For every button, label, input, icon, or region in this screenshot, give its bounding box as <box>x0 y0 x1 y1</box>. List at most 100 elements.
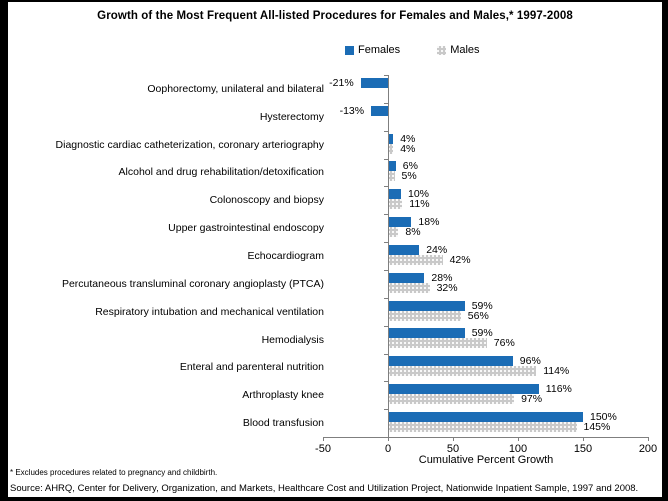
males-swatch-icon <box>437 45 447 55</box>
female-bar <box>388 300 465 311</box>
value-label: 59% <box>471 327 493 340</box>
category-label: Hemodialysis <box>261 333 324 346</box>
y-axis-tick <box>384 130 388 132</box>
category-label: Diagnostic cardiac catheterization, coro… <box>55 138 324 151</box>
y-axis-tick <box>384 102 388 104</box>
female-bar <box>388 272 425 283</box>
male-bar <box>388 171 395 182</box>
category-label: Upper gastrointestinal endoscopy <box>168 222 324 235</box>
male-bar <box>388 422 577 432</box>
x-axis-tick-label: 150 <box>573 443 593 456</box>
category-label: Respiratory intubation and mechanical ve… <box>95 305 324 318</box>
value-label: 18% <box>418 216 440 229</box>
value-label: 6% <box>402 160 418 173</box>
legend-item-males: Males <box>437 44 480 56</box>
category-label: Arthroplasty knee <box>242 389 324 402</box>
female-bar <box>388 161 396 172</box>
value-label: 24% <box>426 243 448 256</box>
chart-frame: Growth of the Most Frequent All-listed P… <box>8 2 662 497</box>
female-bar <box>388 356 513 367</box>
female-bar <box>388 384 539 395</box>
value-label: 145% <box>583 421 611 433</box>
male-bar <box>388 227 399 238</box>
x-axis-line <box>323 437 649 439</box>
value-label: 76% <box>493 337 515 350</box>
value-label: -21% <box>329 76 354 89</box>
y-axis-tick <box>384 325 388 327</box>
x-axis-tick <box>453 437 454 442</box>
x-axis-tick-label: 50 <box>446 443 460 456</box>
male-bar <box>388 143 394 154</box>
value-label: 56% <box>467 309 489 322</box>
value-label: 4% <box>400 132 416 145</box>
female-bar <box>388 244 420 255</box>
value-label: 32% <box>436 281 458 294</box>
female-bar <box>388 217 412 228</box>
y-axis-tick <box>384 381 388 383</box>
plot-area: Oophorectomy, unilateral and bilateral -2… <box>8 2 662 497</box>
value-label: 96% <box>519 355 541 368</box>
category-label: Alcohol and drug rehabilitation/detoxifi… <box>118 166 324 179</box>
value-label: 5% <box>401 170 417 183</box>
value-label: 28% <box>431 271 453 284</box>
value-label: 11% <box>409 198 430 211</box>
x-axis-tick <box>518 437 519 442</box>
y-axis-tick <box>384 214 388 216</box>
category-label: Colonoscopy and biopsy <box>209 194 324 207</box>
category-label: Echocardiogram <box>247 250 324 263</box>
male-bar <box>388 199 403 210</box>
value-label: 10% <box>408 188 430 201</box>
value-label: 114% <box>543 365 570 378</box>
x-axis-tick <box>323 437 324 442</box>
y-axis-line <box>388 75 389 438</box>
value-label: 116% <box>545 383 572 396</box>
legend-label-males: Males <box>450 44 480 56</box>
footnote-source: Source: AHRQ, Center for Delivery, Organ… <box>10 483 639 494</box>
category-label: Percutaneous transluminal coronary angio… <box>61 277 324 290</box>
value-label: 4% <box>400 142 416 155</box>
legend-item-females: Females <box>345 44 400 56</box>
x-axis-tick <box>388 437 389 442</box>
value-label: 8% <box>405 226 421 239</box>
legend: Females Males <box>345 44 480 56</box>
y-axis-tick <box>384 269 388 271</box>
x-axis-title: Cumulative Percent Growth <box>418 454 554 466</box>
y-axis-tick <box>384 242 388 244</box>
category-label: Blood transfusion <box>242 417 324 430</box>
female-bar <box>371 105 388 116</box>
legend-label-females: Females <box>358 44 401 56</box>
male-bar <box>388 366 537 377</box>
y-axis-tick <box>384 353 388 355</box>
footnote-exclusion: * Excludes procedures related to pregnan… <box>10 468 218 477</box>
value-label: -13% <box>339 104 365 117</box>
category-label: Oophorectomy, unilateral and bilateral <box>147 82 324 95</box>
value-label: 42% <box>449 253 471 266</box>
females-swatch-icon <box>345 45 354 55</box>
y-axis-tick <box>384 75 388 76</box>
chart-title: Growth of the Most Frequent All-listed P… <box>97 10 573 22</box>
male-bar <box>388 310 461 321</box>
y-axis-tick <box>384 186 388 188</box>
female-bar <box>388 328 465 339</box>
male-bar <box>388 254 443 265</box>
x-axis-tick-label: 200 <box>638 443 658 456</box>
x-axis-tick-label: 100 <box>508 443 528 456</box>
female-bar <box>388 412 583 422</box>
y-axis-tick <box>384 158 388 160</box>
female-bar <box>360 77 388 88</box>
x-axis-tick-label: 0 <box>384 443 392 456</box>
value-label: 97% <box>521 393 543 406</box>
x-axis-tick <box>648 437 649 442</box>
x-axis-tick <box>583 437 584 442</box>
category-label: Hysterectomy <box>259 110 324 123</box>
y-axis-tick <box>384 297 388 299</box>
category-label: Enteral and parenteral nutrition <box>179 361 324 374</box>
female-bar <box>388 189 401 200</box>
male-bar <box>388 282 430 293</box>
value-label: 150% <box>590 411 617 423</box>
x-axis-tick-label: -50 <box>315 443 331 456</box>
value-label: 59% <box>471 299 493 312</box>
y-axis-tick <box>384 409 388 411</box>
female-bar <box>388 133 394 144</box>
male-bar <box>388 338 487 349</box>
